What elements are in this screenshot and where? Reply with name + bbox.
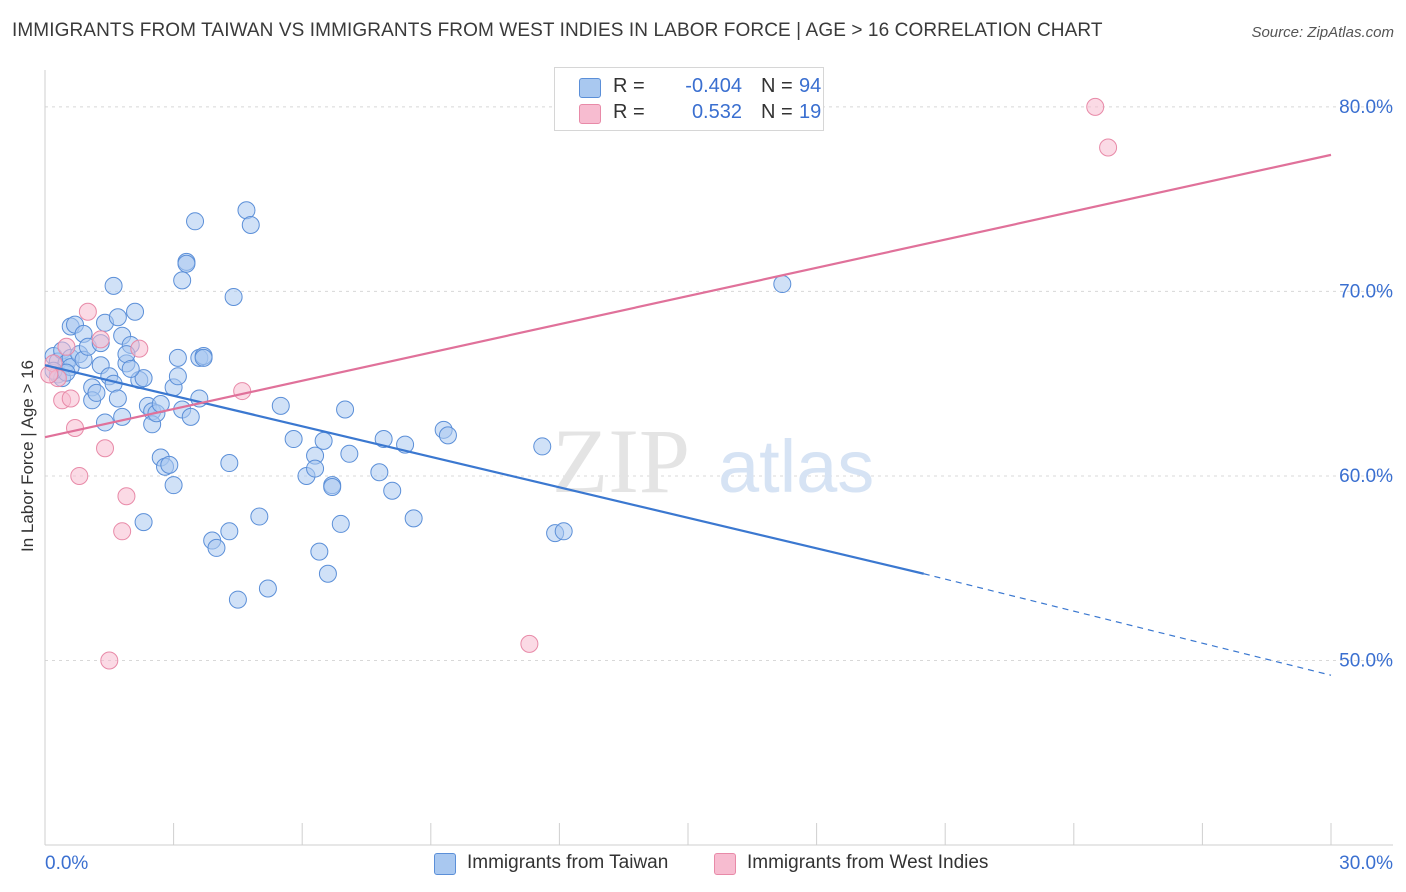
watermark: ZIP atlas — [552, 410, 874, 512]
point-taiwan — [164, 476, 183, 495]
chart-title: IMMIGRANTS FROM TAIWAN VS IMMIGRANTS FRO… — [12, 20, 1103, 41]
point-taiwan — [194, 348, 213, 367]
r-label: R = — [613, 101, 645, 123]
point-westindies — [1099, 138, 1118, 157]
point-taiwan — [168, 367, 187, 386]
y-tick-label: 60.0% — [1339, 466, 1393, 487]
point-taiwan — [108, 389, 127, 408]
point-taiwan — [173, 271, 192, 290]
point-taiwan — [374, 430, 393, 449]
point-taiwan — [186, 212, 205, 231]
y-tick-label: 80.0% — [1339, 97, 1393, 118]
stats-row-taiwan: R = -0.404 N = 94 — [579, 75, 822, 101]
point-taiwan — [134, 513, 153, 532]
point-taiwan — [126, 302, 145, 321]
n-label: N = — [761, 101, 793, 123]
point-taiwan — [306, 459, 325, 478]
point-taiwan — [207, 538, 226, 557]
point-taiwan — [318, 564, 337, 583]
point-taiwan — [87, 383, 106, 402]
swatch-taiwan — [579, 78, 601, 98]
point-westindies — [520, 634, 539, 653]
point-taiwan — [383, 481, 402, 500]
point-taiwan — [168, 348, 187, 367]
swatch-westindies — [579, 104, 601, 124]
point-taiwan — [314, 431, 333, 450]
legend-swatch-taiwan — [434, 853, 456, 875]
point-westindies — [70, 466, 89, 485]
source-credit: Source: ZipAtlas.com — [1251, 24, 1394, 41]
point-taiwan — [220, 454, 239, 473]
point-westindies — [100, 651, 119, 670]
x-tick-label: 30.0% — [1339, 853, 1393, 874]
point-taiwan — [177, 254, 196, 273]
point-taiwan — [241, 216, 260, 234]
point-taiwan — [773, 275, 792, 294]
point-taiwan — [113, 407, 132, 426]
point-taiwan — [310, 542, 329, 561]
point-westindies — [1086, 97, 1105, 116]
watermark-atlas: atlas — [718, 425, 874, 508]
point-taiwan — [258, 579, 277, 598]
point-taiwan — [228, 590, 247, 609]
n-value: 94 — [799, 75, 822, 97]
point-taiwan — [160, 455, 179, 474]
point-taiwan — [336, 400, 355, 419]
y-axis-label: In Labor Force | Age > 16 — [18, 359, 37, 553]
axes — [44, 70, 1393, 846]
point-westindies — [61, 389, 80, 408]
point-westindies — [233, 382, 252, 401]
point-taiwan — [108, 308, 127, 327]
point-westindies — [78, 302, 97, 321]
trend-line-westindies — [44, 153, 1332, 439]
trend-line-taiwan — [44, 364, 925, 575]
point-westindies — [57, 337, 76, 356]
point-taiwan — [220, 522, 239, 541]
point-taiwan — [121, 359, 140, 378]
point-westindies — [113, 522, 132, 541]
watermark-zip: ZIP — [552, 410, 690, 512]
x-tick-label: 0.0% — [45, 853, 88, 874]
legend-label-westindies: Immigrants from West Indies — [747, 852, 989, 873]
point-taiwan — [438, 426, 457, 445]
point-taiwan — [181, 407, 200, 426]
series-westindies-points — [40, 97, 1118, 670]
trend-lines — [44, 153, 1332, 676]
y-tick-label: 70.0% — [1339, 281, 1393, 302]
point-taiwan — [250, 507, 269, 526]
point-taiwan — [370, 463, 389, 482]
point-westindies — [117, 487, 136, 506]
r-value: 0.532 — [691, 101, 742, 123]
stats-row-westindies: R = 0.532 N = 19 — [579, 101, 822, 127]
point-westindies — [66, 418, 85, 437]
point-taiwan — [340, 444, 359, 463]
legend-swatch-westindies — [714, 853, 736, 875]
y-tick-label: 50.0% — [1339, 650, 1393, 671]
r-value: -0.404 — [685, 75, 742, 97]
point-taiwan — [284, 430, 303, 449]
series-legend: Immigrants from Taiwan Immigrants from W… — [0, 852, 1406, 878]
point-taiwan — [104, 276, 123, 295]
tick-labels: 50.0% 60.0% 70.0% 80.0% 0.0% 30.0% — [45, 97, 1393, 874]
point-taiwan — [554, 522, 573, 541]
legend-label-taiwan: Immigrants from Taiwan — [467, 852, 669, 873]
point-taiwan — [134, 369, 153, 388]
r-label: R = — [613, 75, 645, 97]
n-label: N = — [761, 75, 793, 97]
trend-line-taiwan-extension — [923, 573, 1332, 676]
point-taiwan — [323, 478, 342, 497]
point-taiwan — [533, 437, 552, 456]
point-taiwan — [331, 514, 350, 533]
point-taiwan — [271, 396, 290, 415]
point-taiwan — [224, 287, 243, 306]
point-westindies — [130, 339, 149, 358]
point-westindies — [91, 330, 110, 349]
stats-legend: R = -0.404 N = 94 R = 0.532 N = 19 — [554, 67, 824, 131]
point-taiwan — [404, 509, 423, 528]
point-westindies — [96, 439, 115, 458]
series-taiwan-points — [44, 201, 792, 609]
n-value: 19 — [799, 101, 822, 123]
